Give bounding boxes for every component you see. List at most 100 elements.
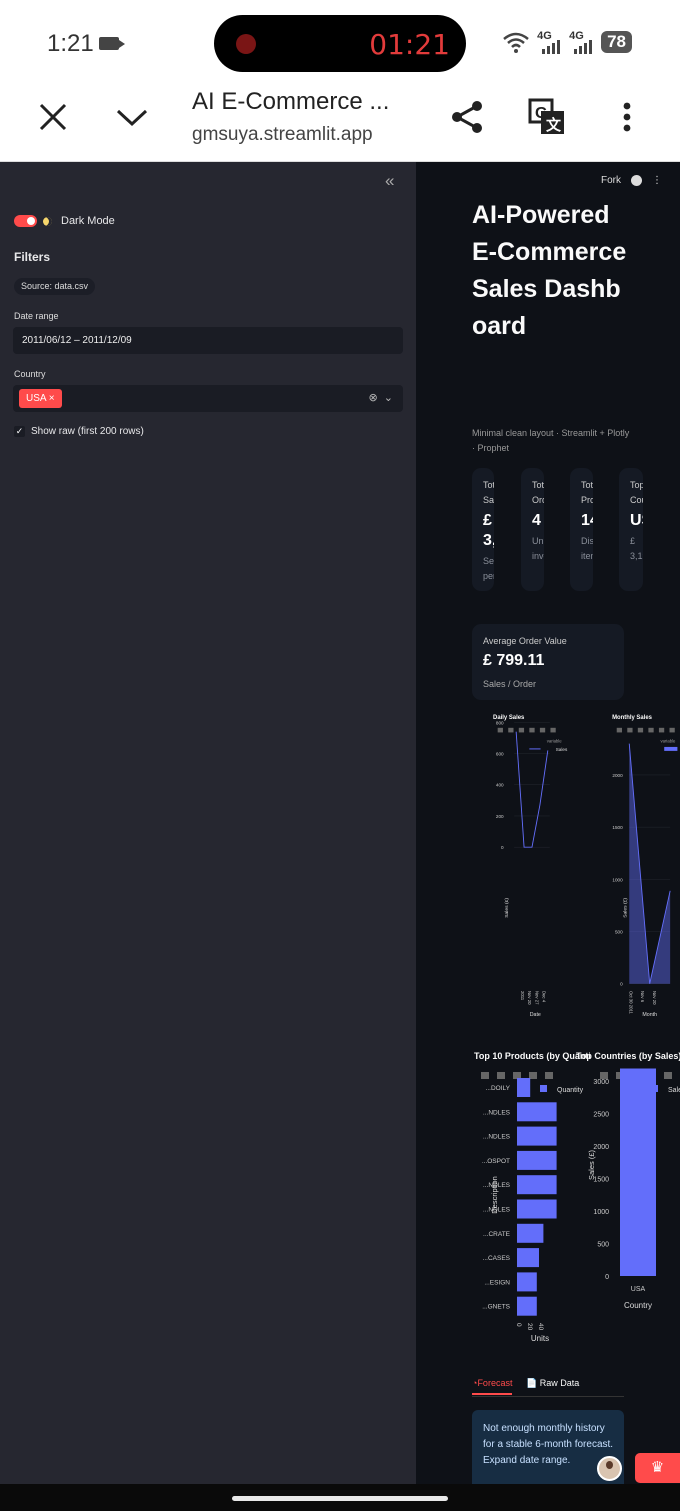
country-tag-label: USA <box>26 393 47 404</box>
series-line-sales <box>628 743 671 984</box>
y-tick-label: 2000 <box>593 1144 609 1151</box>
close-icon[interactable] <box>32 96 74 138</box>
y-tick-label: ...NDLES <box>483 1109 511 1116</box>
show-raw-checkbox-row[interactable]: ✓ Show raw (first 200 rows) <box>14 426 144 437</box>
battery-icon: 78 <box>601 31 632 53</box>
tab-raw-data[interactable]: 📄 Raw Data <box>526 1378 579 1389</box>
y-axis-title: Sales (£) <box>504 898 510 918</box>
x-tick-label: 40 <box>537 1323 544 1331</box>
share-icon[interactable] <box>446 96 488 138</box>
legend-swatch <box>540 1085 547 1092</box>
date-range-input[interactable]: 2011/06/12 – 2011/12/09 <box>13 327 403 354</box>
collapse-sidebar-icon[interactable]: « <box>385 171 395 190</box>
metric-total-orders: Total Orders 4 Unique invoices <box>521 468 544 591</box>
record-dot-icon <box>236 34 256 54</box>
country-multiselect[interactable]: USA × ⊗ ⌄ <box>13 385 403 412</box>
y-tick-label: ...NDLES <box>483 1134 511 1141</box>
x-tick-label: Nov 20 <box>527 991 532 1005</box>
y-tick-label: ...CRATE <box>483 1231 511 1238</box>
avatar[interactable] <box>597 1456 622 1481</box>
x-axis-title: Country <box>624 1301 652 1310</box>
y-tick-label: 1500 <box>593 1177 609 1184</box>
top-products-chart[interactable]: Top 10 Products (by Quantity) Quantity...… <box>470 1045 590 1355</box>
metric-label: Total Sales <box>483 480 494 505</box>
series-area-sales <box>629 743 671 984</box>
legend-swatch <box>664 746 678 751</box>
country-tag[interactable]: USA × <box>19 389 62 408</box>
modebar-icon <box>550 727 556 733</box>
status-bar: 1:21 01:21 4G 4G 78 <box>0 0 680 88</box>
bar-sales <box>620 1068 656 1276</box>
github-icon[interactable] <box>631 175 642 186</box>
home-indicator[interactable] <box>232 1496 448 1501</box>
dark-mode-toggle-row[interactable]: Dark Mode <box>14 215 115 227</box>
y-tick-label: 600 <box>496 752 504 757</box>
translate-icon[interactable]: G 文 <box>526 96 568 138</box>
network-type-2: 4G <box>569 30 584 42</box>
top-countries-chart[interactable]: Top Countries (by Sales) Sales 0 500 1000 150… <box>572 1045 680 1355</box>
y-tick-label: 1500 <box>612 825 623 830</box>
y-tick-label: 400 <box>496 783 504 788</box>
modebar-icon <box>658 727 665 733</box>
menu-icon[interactable]: ⋮ <box>652 175 662 186</box>
clear-icon[interactable]: ⊗ <box>368 392 378 404</box>
y-tick-label: ...NDLES <box>483 1207 511 1214</box>
wifi-icon <box>503 32 529 53</box>
y-tick-label: 0 <box>501 845 504 850</box>
checkbox-checked-icon[interactable]: ✓ <box>14 426 25 437</box>
network-type-1: 4G <box>537 30 552 42</box>
legend-title: variable <box>547 738 563 743</box>
dashboard-caption: Minimal clean layout · Streamlit + Plotl… <box>472 428 630 453</box>
chevron-down-icon[interactable]: ⌄ <box>383 392 393 404</box>
forecast-icon: ◔ <box>472 1378 478 1388</box>
tab-forecast[interactable]: ◔Forecast <box>472 1378 513 1395</box>
metric-desc: Distinct items <box>581 536 593 561</box>
y-tick-label: 2500 <box>593 1112 609 1119</box>
bar-quantity <box>517 1126 557 1146</box>
bar-quantity <box>517 1223 544 1243</box>
y-tick-label: 0 <box>605 1274 609 1281</box>
y-tick-label: 500 <box>597 1242 609 1249</box>
modebar-icon <box>669 727 675 733</box>
signal-icon-1: 4G <box>537 30 561 54</box>
y-tick-label: ...OSPOT <box>482 1158 510 1165</box>
metric-value: 146 <box>581 512 593 529</box>
metric-average-order-value: Average Order Value £ 799.11 Sales / Ord… <box>472 624 624 700</box>
signal-icon-2: 4G <box>569 30 593 54</box>
sidebar: « Dark Mode Filters Source: data.csv Dat… <box>0 162 416 1484</box>
page-title: AI E-Commerce ... <box>192 88 390 115</box>
legend-title: variable <box>660 738 676 743</box>
fork-button[interactable]: Fork <box>601 175 621 186</box>
more-vert-icon[interactable] <box>606 96 648 138</box>
monthly-sales-chart[interactable]: Monthly Sales variable 0 500 1000 1500 2000 Oct… <box>595 710 680 1020</box>
document-icon: 📄 <box>526 1378 540 1388</box>
crown-icon[interactable]: ♛ <box>635 1453 680 1483</box>
modebar-icon <box>481 1072 489 1079</box>
metric-desc: Selected period <box>483 556 494 581</box>
remove-tag-icon[interactable]: × <box>48 393 55 404</box>
app-toolbar: Fork ⋮ <box>601 175 662 186</box>
chevron-down-icon[interactable] <box>111 96 153 138</box>
gesture-bar <box>0 1484 680 1511</box>
recording-timer: 01:21 <box>369 28 450 61</box>
daily-sales-chart[interactable]: Daily SalesvariableSales0200400600800100… <box>470 710 590 1020</box>
modebar-icon <box>664 1072 672 1079</box>
metric-label: Total Orders <box>532 480 544 505</box>
y-tick-label: 2000 <box>612 773 623 778</box>
y-tick-label: 1000 <box>612 877 623 882</box>
status-icons: 4G 4G 78 <box>503 30 632 54</box>
metric-total-products: Total Products 146 Distinct items <box>570 468 593 591</box>
dark-mode-toggle[interactable] <box>14 215 37 227</box>
tab-raw-label: Raw Data <box>539 1378 580 1388</box>
x-axis-title: Month <box>642 1012 657 1018</box>
x-tick-label: Nov 20 <box>652 991 657 1005</box>
bar-quantity <box>517 1272 537 1292</box>
page-url[interactable]: gmsuya.streamlit.app <box>192 124 373 145</box>
recording-indicator[interactable]: 01:21 <box>214 15 466 72</box>
modebar-icon <box>497 727 503 733</box>
y-tick-label: ...CASES <box>483 1255 511 1262</box>
aov-value: £ 799.11 <box>483 652 545 669</box>
series-line-sales <box>515 731 549 848</box>
bar-quantity <box>517 1248 539 1268</box>
